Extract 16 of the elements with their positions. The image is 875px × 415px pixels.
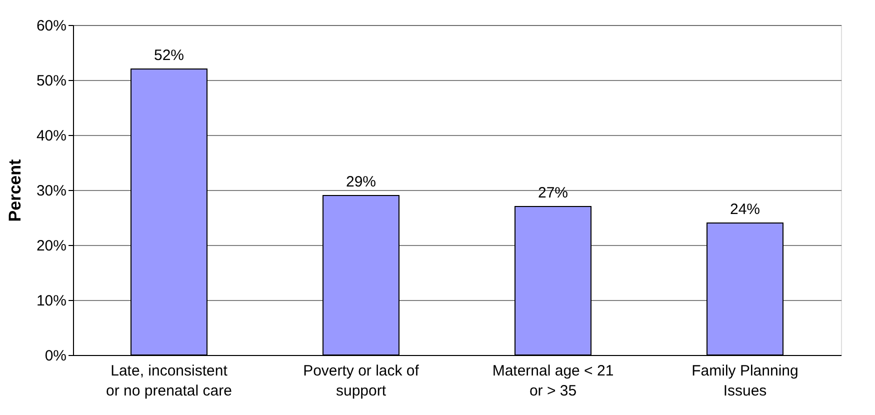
y-tick-label: 10% xyxy=(36,292,66,310)
data-label: 29% xyxy=(346,174,376,190)
y-tick-label: 20% xyxy=(36,238,66,254)
x-tick-label: Poverty or lack of support xyxy=(303,362,420,400)
data-label: 27% xyxy=(538,184,568,202)
y-tick-label: 0% xyxy=(44,348,66,364)
y-tick-label: 40% xyxy=(36,128,66,144)
y-tick-label: 30% xyxy=(36,182,66,200)
y-axis-title: Percent xyxy=(5,158,24,222)
x-tick-label: Maternal age < 21 or > 35 xyxy=(492,362,614,400)
y-tick-label: 50% xyxy=(36,72,66,90)
y-tick-label: 60% xyxy=(36,18,66,34)
data-label: 24% xyxy=(730,201,760,218)
data-label: 52% xyxy=(154,47,184,64)
x-tick-label: Late, inconsistent or no prenatal care xyxy=(106,362,232,400)
x-tick-label: Family Planning Issues xyxy=(692,362,798,400)
